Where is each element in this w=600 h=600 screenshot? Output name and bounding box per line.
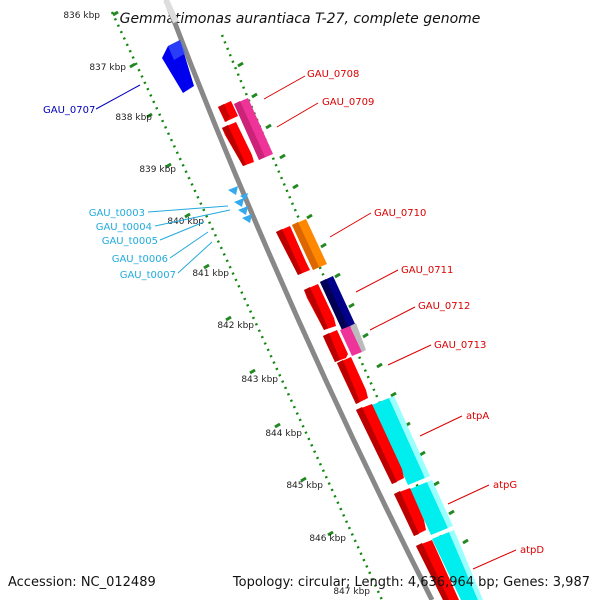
gene-label-GAU_0709[interactable]: GAU_0709 <box>322 97 374 108</box>
kbp-tick-labels: 836 kbp 837 kbp 838 kbp 839 kbp 840 kbp … <box>63 11 370 597</box>
outer-ring-ticks <box>237 61 469 545</box>
gene-label-GAU_0707[interactable]: GAU_0707 <box>43 105 95 116</box>
accession-text: Accession: NC_012489 <box>8 575 156 590</box>
gene-labels: GAU_0707 GAU_0708 GAU_0709 GAU_0710 GAU_… <box>43 69 544 556</box>
gene-label-atpD[interactable]: atpD <box>520 545 544 556</box>
tick-label: 840 kbp <box>167 217 204 227</box>
gene-label-GAU_t0007[interactable]: GAU_t0007 <box>120 270 176 281</box>
gene-GAU_0709[interactable] <box>234 98 273 160</box>
gene-label-GAU_t0006[interactable]: GAU_t0006 <box>112 254 168 265</box>
cds-GAU_0710[interactable] <box>276 226 310 275</box>
gene-label-GAU_0711[interactable]: GAU_0711 <box>401 265 453 276</box>
cds-GAU_0709[interactable] <box>222 122 254 166</box>
gene-label-GAU_0708[interactable]: GAU_0708 <box>307 69 359 80</box>
gene-label-atpA[interactable]: atpA <box>466 411 489 422</box>
gene-GAU_0712[interactable] <box>340 323 366 356</box>
inner-ring-ticks <box>112 10 334 537</box>
cds-GAU_0711[interactable] <box>304 284 336 330</box>
cds-atpA[interactable] <box>356 404 404 484</box>
tick-label: 842 kbp <box>217 321 254 331</box>
gene-GAU_0707[interactable] <box>162 40 194 93</box>
cds-atpD[interactable] <box>416 540 459 600</box>
topology-text: Topology: circular; Length: 4,636,964 bp… <box>232 575 590 590</box>
tick-label: 843 kbp <box>241 375 278 385</box>
genome-backbone <box>163 0 435 600</box>
cds-atpG[interactable] <box>394 488 426 536</box>
gene-label-atpG[interactable]: atpG <box>493 480 517 491</box>
gene-GAU_0708[interactable] <box>218 101 238 122</box>
tick-label: 844 kbp <box>265 429 302 439</box>
gene-label-GAU_0712[interactable]: GAU_0712 <box>418 301 470 312</box>
tick-label: 846 kbp <box>309 534 346 544</box>
genome-backbone-top-fade <box>163 0 179 24</box>
map-title: Gemmatimonas aurantiaca T-27, complete g… <box>120 11 481 27</box>
tick-label: 836 kbp <box>63 11 100 21</box>
tick-label: 837 kbp <box>89 63 126 73</box>
gene-label-GAU_t0005[interactable]: GAU_t0005 <box>102 236 158 247</box>
tick-label: 847 kbp <box>333 587 370 597</box>
gene-atpD[interactable] <box>432 530 483 600</box>
gene-label-GAU_t0004[interactable]: GAU_t0004 <box>96 222 152 233</box>
gene-atpA[interactable] <box>372 396 430 485</box>
tick-label: 839 kbp <box>139 165 176 175</box>
label-leader-lines <box>95 75 517 570</box>
gene-label-GAU_0713[interactable]: GAU_0713 <box>434 340 486 351</box>
gene-GAU_0711[interactable] <box>320 276 356 332</box>
trna-markers[interactable] <box>228 186 252 223</box>
gene-label-GAU_0710[interactable]: GAU_0710 <box>374 208 426 219</box>
cds-GAU_0713[interactable] <box>337 357 368 404</box>
tick-label: 845 kbp <box>286 481 323 491</box>
gene-label-GAU_t0003[interactable]: GAU_t0003 <box>89 208 145 219</box>
tick-label: 838 kbp <box>115 113 152 123</box>
gene-atpG[interactable] <box>410 480 453 535</box>
tick-label: 841 kbp <box>192 269 229 279</box>
gene-GAU_0710[interactable] <box>292 219 327 270</box>
cds-GAU_0712[interactable] <box>323 330 348 362</box>
inner-gc-ring <box>110 11 384 600</box>
